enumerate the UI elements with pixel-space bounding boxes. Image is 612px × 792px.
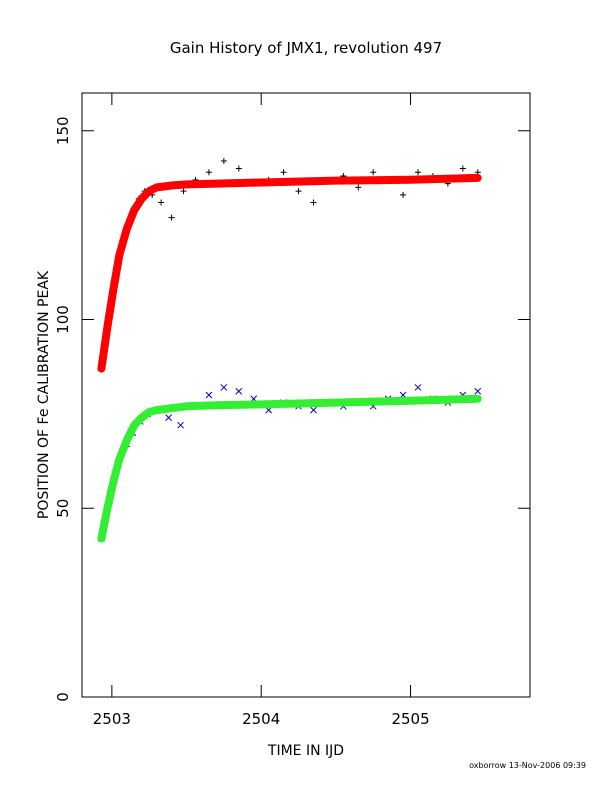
data-point — [235, 387, 243, 395]
fit-line-1 — [97, 173, 482, 373]
series-layer — [97, 157, 482, 543]
data-point — [474, 387, 482, 395]
data-point — [235, 165, 242, 172]
x-tick-label: 2503 — [93, 710, 131, 728]
data-point — [205, 169, 212, 176]
y-tick-label: 100 — [54, 305, 72, 334]
fit-line-3 — [97, 394, 482, 543]
data-point — [280, 169, 287, 176]
data-point — [415, 169, 421, 176]
plot-frame — [81, 92, 531, 698]
footer-credit: oxborrow 13-Nov-2006 09:39 — [469, 761, 586, 770]
chart-title: Gain History of JMX1, revolution 497 — [170, 39, 442, 57]
y-tick-label: 50 — [54, 499, 72, 518]
data-point — [310, 406, 317, 414]
data-point — [310, 199, 317, 206]
data-point — [205, 391, 213, 399]
data-point — [220, 157, 227, 164]
y-axis: 0 50 100 150 — [54, 116, 530, 702]
data-point — [295, 188, 302, 195]
data-point — [414, 384, 422, 391]
data-point — [459, 165, 466, 172]
data-point — [180, 188, 187, 195]
data-point — [158, 199, 165, 206]
data-point — [165, 414, 172, 422]
data-point — [220, 384, 228, 391]
data-point — [355, 184, 362, 191]
data-point — [177, 421, 184, 429]
data-point — [400, 191, 407, 198]
data-point — [168, 214, 175, 221]
x-axis: 2503 2504 2505 — [93, 93, 430, 728]
y-tick-label: 0 — [54, 692, 72, 702]
data-point — [370, 169, 377, 176]
y-tick-label: 150 — [54, 116, 72, 145]
x-tick-label: 2504 — [242, 710, 280, 728]
x-axis-label: TIME IN IJD — [267, 743, 344, 759]
x-tick-label: 2505 — [391, 710, 429, 728]
y-axis-label: POSITION OF Fe CALIBRATION PEAK — [36, 270, 52, 519]
